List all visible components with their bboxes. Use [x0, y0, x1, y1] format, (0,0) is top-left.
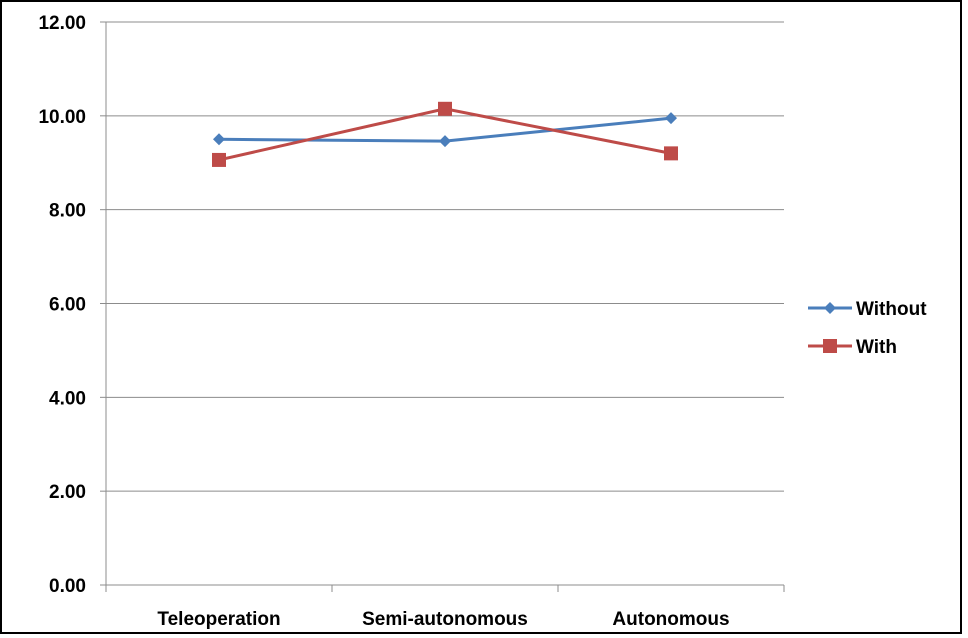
series-without — [213, 112, 677, 148]
series-with — [212, 101, 678, 167]
data-point — [212, 152, 226, 167]
data-point — [439, 135, 451, 148]
legend: Without With — [808, 299, 927, 358]
axes — [100, 21, 785, 592]
data-point — [438, 101, 452, 116]
x-tick-labels: Teleoperation Semi-autonomous Autonomous — [157, 609, 729, 630]
x-tick-label: Semi-autonomous — [362, 609, 528, 630]
legend-marker — [824, 302, 836, 314]
data-point — [213, 133, 225, 146]
x-tick-label: Autonomous — [612, 609, 729, 630]
series-line — [218, 107, 672, 162]
gridlines — [106, 21, 784, 492]
y-tick-label: 6.00 — [49, 295, 86, 316]
y-tick-label: 4.00 — [49, 388, 86, 409]
legend-marker — [823, 339, 837, 353]
series — [212, 101, 678, 167]
legend-item-with: With — [808, 337, 897, 358]
y-tick-label: 2.00 — [49, 482, 86, 503]
data-point — [665, 112, 677, 125]
legend-item-without: Without — [808, 299, 927, 320]
data-point — [664, 146, 678, 161]
legend-label: With — [856, 337, 897, 358]
y-tick-label: 10.00 — [38, 107, 86, 128]
x-tick-label: Teleoperation — [157, 609, 280, 630]
y-tick-label: 0.00 — [49, 576, 86, 597]
y-tick-labels: 0.00 2.00 4.00 6.00 8.00 10.00 12.00 — [38, 13, 86, 597]
y-tick-label: 12.00 — [38, 13, 86, 34]
y-tick-label: 8.00 — [49, 201, 86, 222]
legend-label: Without — [856, 299, 927, 320]
